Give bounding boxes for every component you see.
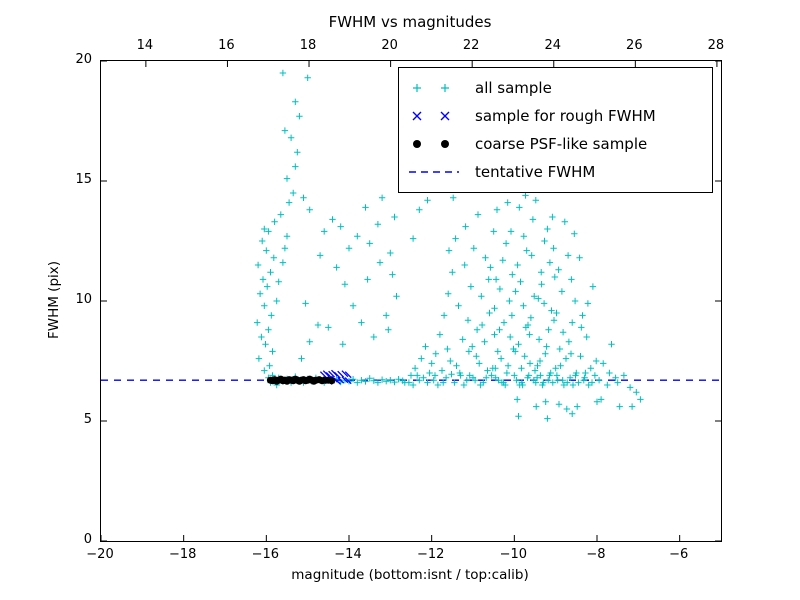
y-tick-label: 10: [75, 292, 92, 307]
legend: all sample sample for rough FWHM coarse PS…: [398, 67, 713, 193]
x-axis-label: magnitude (bottom:isnt / top:calib): [291, 567, 529, 583]
x-tick-label-top: 28: [707, 38, 725, 53]
x-tick-label-top: 22: [462, 38, 480, 53]
x-tick-label-bottom: −12: [416, 547, 445, 562]
x-tick-label-bottom: −14: [334, 547, 362, 562]
x-tick-label-top: 14: [136, 38, 154, 53]
x-tick-label-top: 20: [381, 38, 398, 53]
y-tick-label: 20: [75, 52, 92, 67]
y-tick-label: 0: [83, 532, 92, 547]
y-tick-label: 5: [83, 412, 92, 427]
y-tick-label: 15: [75, 172, 92, 187]
legend-item-label: sample for rough FWHM: [475, 107, 656, 125]
x-tick-label-bottom: −18: [168, 547, 197, 562]
legend-item-label: all sample: [475, 79, 552, 97]
x-tick-label-top: 26: [626, 38, 643, 53]
x-tick-label-bottom: −8: [586, 547, 606, 562]
plus-marker-icon: [413, 84, 449, 92]
x-tick-label-bottom: −16: [251, 547, 280, 562]
x-tick-label-top: 16: [218, 38, 235, 53]
dashed-line-marker-icon: [409, 171, 459, 173]
legend-item: all sample: [399, 74, 712, 102]
legend-item-label: tentative FWHM: [475, 163, 596, 181]
scatter-plot: [101, 61, 721, 541]
legend-item: coarse PSF-like sample: [399, 130, 712, 158]
x-tick-label-bottom: −10: [499, 547, 528, 562]
x-marker-icon: [412, 111, 450, 121]
legend-item-label: coarse PSF-like sample: [475, 135, 648, 153]
x-tick-label-bottom: −6: [669, 547, 689, 562]
x-tick-label-top: 18: [299, 38, 317, 53]
legend-item: tentative FWHM: [399, 158, 712, 186]
legend-item: sample for rough FWHM: [399, 102, 712, 130]
dot-marker-icon: [413, 140, 449, 148]
chart-title: FWHM vs magnitudes: [328, 13, 492, 31]
x-tick-label-top: 24: [544, 38, 562, 53]
x-tick-label-bottom: −20: [86, 547, 114, 562]
